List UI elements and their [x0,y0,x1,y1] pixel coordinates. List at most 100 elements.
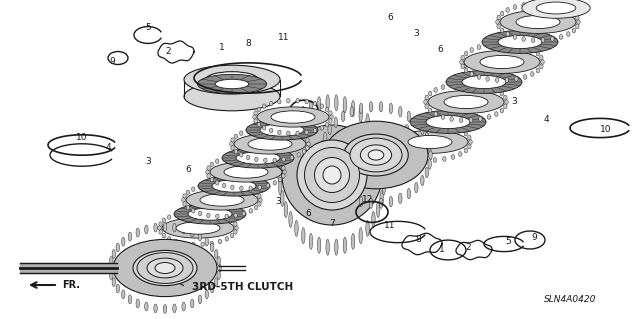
Ellipse shape [486,77,490,81]
Ellipse shape [540,64,543,69]
Ellipse shape [450,116,453,121]
Ellipse shape [239,131,243,135]
Ellipse shape [531,38,535,42]
Ellipse shape [218,212,221,217]
Ellipse shape [372,122,375,138]
Ellipse shape [389,103,393,114]
Ellipse shape [372,211,375,227]
Ellipse shape [216,159,219,163]
Text: 3: 3 [511,98,517,107]
Ellipse shape [218,263,221,272]
Text: 6: 6 [487,79,493,88]
Ellipse shape [522,3,525,7]
Ellipse shape [188,208,232,220]
Ellipse shape [210,241,213,246]
Ellipse shape [428,91,504,113]
Ellipse shape [477,45,481,49]
Ellipse shape [116,284,120,293]
Ellipse shape [443,157,446,161]
Ellipse shape [575,15,579,20]
Ellipse shape [323,132,327,143]
Ellipse shape [234,230,237,234]
Text: 3: 3 [201,224,207,233]
Ellipse shape [428,159,431,169]
Ellipse shape [405,125,409,130]
Ellipse shape [380,101,383,112]
Text: 10: 10 [76,133,88,143]
Ellipse shape [446,70,522,93]
Ellipse shape [109,256,113,265]
Text: 1: 1 [219,43,225,53]
Ellipse shape [314,158,349,192]
Ellipse shape [317,97,321,113]
Ellipse shape [145,302,148,311]
Text: 3: 3 [413,29,419,39]
Ellipse shape [230,154,234,159]
Ellipse shape [215,79,249,89]
Text: 5: 5 [145,24,151,33]
Ellipse shape [405,154,409,159]
Ellipse shape [382,155,385,171]
Ellipse shape [513,5,516,10]
Ellipse shape [550,3,554,7]
Ellipse shape [389,197,393,207]
Ellipse shape [575,24,579,29]
Ellipse shape [343,237,347,253]
Ellipse shape [305,100,308,104]
Ellipse shape [325,107,329,112]
Ellipse shape [380,190,383,206]
Ellipse shape [420,175,424,186]
Ellipse shape [239,152,243,157]
Ellipse shape [320,150,323,160]
Ellipse shape [559,34,563,39]
Ellipse shape [154,223,157,232]
Ellipse shape [257,122,260,127]
Ellipse shape [282,126,285,131]
Ellipse shape [294,114,298,130]
Ellipse shape [487,115,491,119]
Ellipse shape [145,225,148,234]
Ellipse shape [392,130,468,153]
Ellipse shape [398,128,401,132]
Ellipse shape [376,202,380,218]
Ellipse shape [249,153,252,158]
Ellipse shape [182,198,185,202]
Text: 9: 9 [109,57,115,66]
Ellipse shape [465,51,468,56]
Ellipse shape [176,222,220,234]
Ellipse shape [174,204,246,224]
Ellipse shape [258,194,261,198]
Text: 6: 6 [387,13,393,23]
Ellipse shape [540,55,543,60]
Ellipse shape [248,138,292,150]
Ellipse shape [307,142,310,146]
Ellipse shape [415,117,418,128]
Ellipse shape [468,135,471,140]
Ellipse shape [461,55,465,60]
Ellipse shape [182,211,186,215]
Text: 6: 6 [185,166,191,174]
Text: 1: 1 [439,246,445,255]
Ellipse shape [162,218,166,223]
Ellipse shape [441,85,445,89]
Ellipse shape [210,162,282,182]
Ellipse shape [133,250,197,286]
Ellipse shape [524,45,527,49]
Ellipse shape [505,78,509,82]
Ellipse shape [428,91,432,96]
Ellipse shape [577,19,580,24]
Text: 6: 6 [305,210,311,219]
Ellipse shape [433,122,436,126]
Ellipse shape [242,184,246,189]
Ellipse shape [231,138,234,142]
Ellipse shape [113,239,217,297]
Ellipse shape [459,152,462,156]
Ellipse shape [420,124,424,135]
Ellipse shape [109,271,113,279]
Ellipse shape [541,60,544,64]
Ellipse shape [168,237,171,241]
Ellipse shape [566,32,570,36]
Ellipse shape [198,211,202,216]
Ellipse shape [230,185,234,189]
Ellipse shape [278,177,282,182]
